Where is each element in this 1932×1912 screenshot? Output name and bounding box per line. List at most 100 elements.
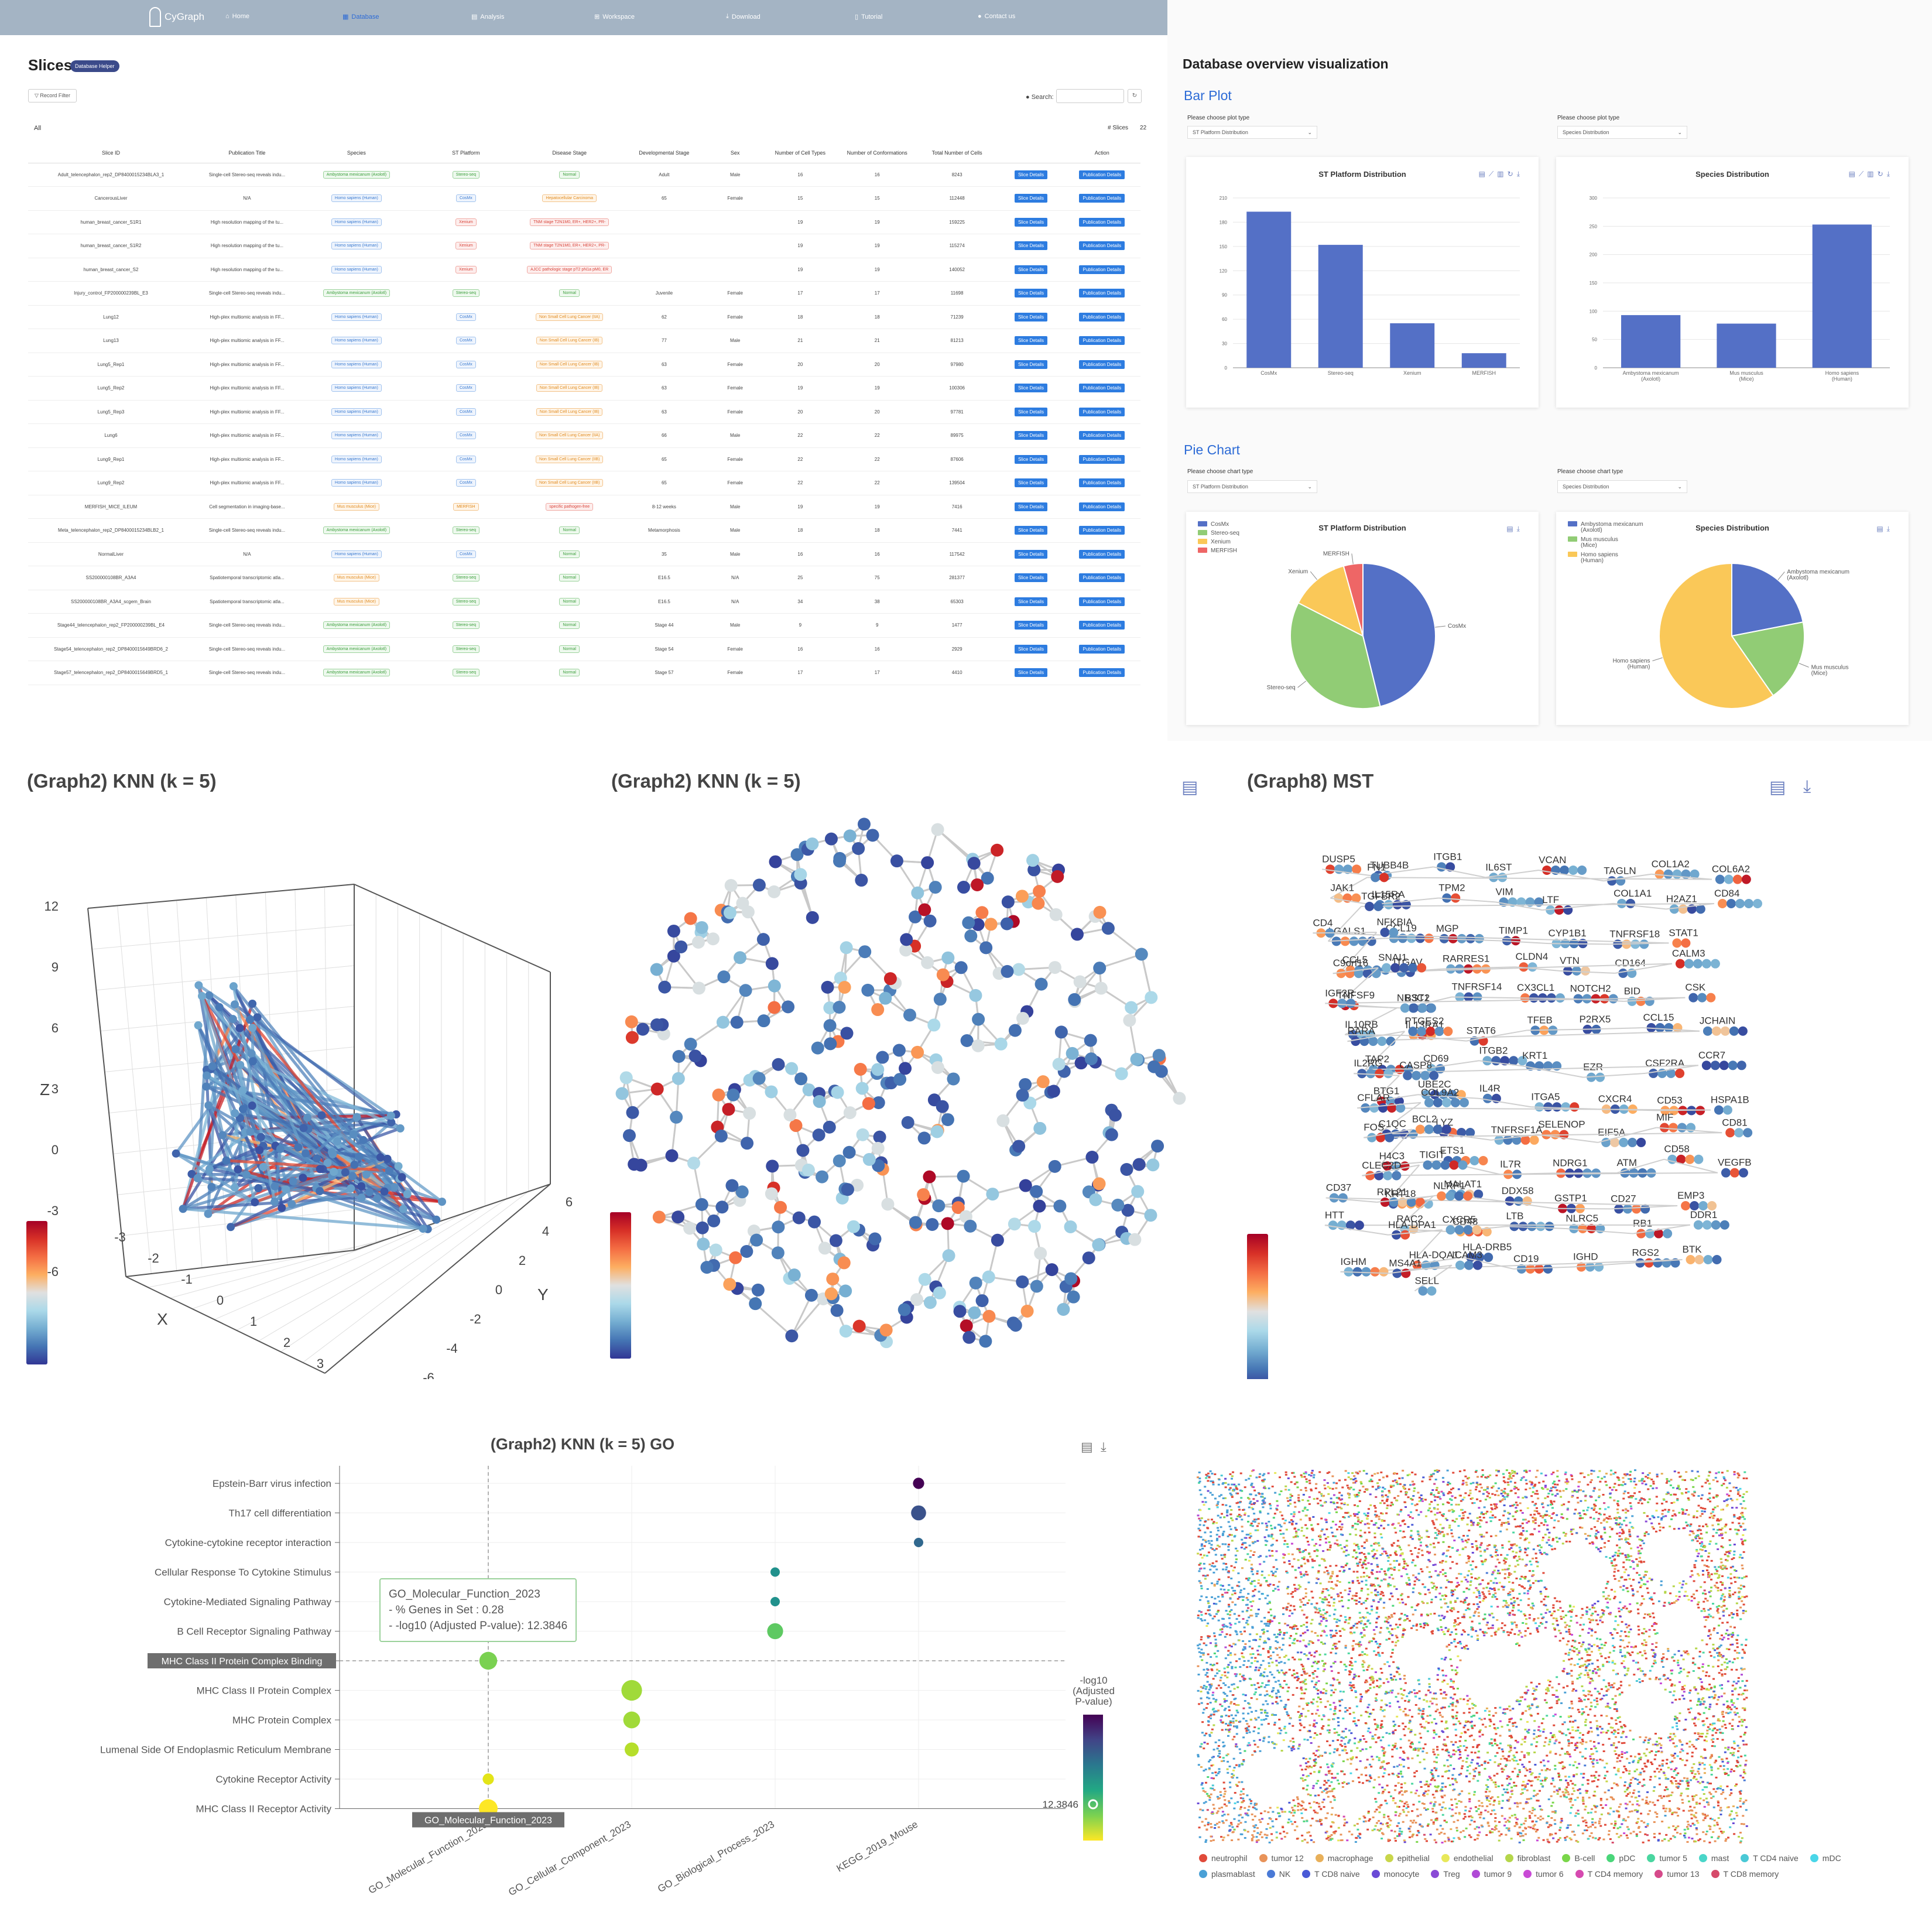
slice-details-button[interactable]: Slice Details	[1014, 170, 1047, 179]
publication-details-button[interactable]: Publication Details	[1079, 241, 1125, 251]
chart-type-select-1[interactable]: ST Platform Distribution ⌄	[1187, 480, 1317, 493]
publication-details-button[interactable]: Publication Details	[1079, 597, 1125, 606]
slice-details-button[interactable]: Slice Details	[1014, 549, 1047, 559]
column-header[interactable]: Number of Conformations	[838, 143, 916, 163]
column-header[interactable]: Total Number of Cells	[915, 143, 999, 163]
publication-details-button[interactable]: Publication Details	[1079, 668, 1125, 678]
table-row[interactable]: Lung6 High-plex multiomic analysis in FF.…	[28, 423, 1140, 448]
slice-details-button[interactable]: Slice Details	[1014, 217, 1047, 227]
table-row[interactable]: Stage44_telencephalon_rep2_FP200000239BL…	[28, 613, 1140, 638]
column-header[interactable]: Publication Title	[193, 143, 300, 163]
nav-item-download[interactable]: ⤓ Download	[726, 13, 761, 20]
table-row[interactable]: human_breast_cancer_S2 High resolution ma…	[28, 258, 1140, 282]
table-row[interactable]: NormalLiver N/A Homo sapiens (Human) CosMx N…	[28, 542, 1140, 566]
publication-details-button[interactable]: Publication Details	[1079, 194, 1125, 203]
table-row[interactable]: Lung13 High-plex multiomic analysis in FF…	[28, 329, 1140, 353]
plot-type-select-2[interactable]: Species Distribution ⌄	[1557, 126, 1687, 139]
plot-type-select-1[interactable]: ST Platform Distribution ⌄	[1187, 126, 1317, 139]
nav-item-contact-us[interactable]: ● Contact us	[978, 13, 1015, 20]
slice-details-button[interactable]: Slice Details	[1014, 573, 1047, 583]
slice-details-button[interactable]: Slice Details	[1014, 526, 1047, 535]
slice-details-button[interactable]: Slice Details	[1014, 289, 1047, 298]
column-header[interactable]	[998, 143, 1064, 163]
chart-toolbar-icons[interactable]: ▤⟋▥↻⤓	[1848, 170, 1893, 178]
table-row[interactable]: CancerousLiver N/A Homo sapiens (Human) Cos…	[28, 186, 1140, 211]
publication-details-button[interactable]: Publication Details	[1079, 265, 1125, 274]
slice-details-button[interactable]: Slice Details	[1014, 336, 1047, 346]
nav-item-tutorial[interactable]: ▯ Tutorial	[855, 13, 882, 21]
slice-details-button[interactable]: Slice Details	[1014, 621, 1047, 630]
column-header[interactable]: Number of Cell Types	[762, 143, 839, 163]
nav-item-workspace[interactable]: ⊞ Workspace	[594, 13, 635, 21]
publication-details-button[interactable]: Publication Details	[1079, 384, 1125, 393]
slice-details-button[interactable]: Slice Details	[1014, 644, 1047, 654]
slice-details-button[interactable]: Slice Details	[1014, 312, 1047, 321]
publication-details-button[interactable]: Publication Details	[1079, 454, 1125, 464]
nav-item-home[interactable]: ⌂ Home	[225, 13, 249, 20]
go-download-icon[interactable]: ⤓	[1101, 1439, 1107, 1454]
publication-details-button[interactable]: Publication Details	[1079, 573, 1125, 583]
publication-details-button[interactable]: Publication Details	[1079, 502, 1125, 511]
all-filter-label[interactable]: All	[34, 125, 42, 132]
table-row[interactable]: Stage54_telencephalon_rep2_DP8400015649B…	[28, 637, 1140, 661]
slice-details-button[interactable]: Slice Details	[1014, 407, 1047, 416]
search-input[interactable]	[1056, 89, 1124, 103]
chart-toolbar-icons[interactable]: ▤⟋▥↻⤓	[1478, 170, 1523, 178]
slice-details-button[interactable]: Slice Details	[1014, 265, 1047, 274]
publication-details-button[interactable]: Publication Details	[1079, 312, 1125, 321]
table-row[interactable]: SS200000108BR_A3A4 Spatiotemporal transcr…	[28, 566, 1140, 590]
slice-details-button[interactable]: Slice Details	[1014, 431, 1047, 440]
table-row[interactable]: Lung9_Rep1 High-plex multiomic analysis i…	[28, 447, 1140, 471]
spatial-cell-map[interactable]	[1165, 1379, 1932, 1912]
brand[interactable]: CyGraph	[149, 7, 204, 27]
table-row[interactable]: Adult_telencephalon_rep2_DP8400015234BLA…	[28, 163, 1140, 187]
column-header[interactable]: Developmental Stage	[619, 143, 709, 163]
refresh-icon[interactable]: ↻	[1128, 89, 1142, 103]
document-icon[interactable]: ▤	[1769, 778, 1786, 797]
slice-details-button[interactable]: Slice Details	[1014, 597, 1047, 606]
table-row[interactable]: Meta_telencephalon_rep2_DP8400015234BLB2…	[28, 518, 1140, 543]
record-filter-button[interactable]: ▽ Record Filter	[28, 89, 77, 102]
publication-details-button[interactable]: Publication Details	[1079, 431, 1125, 440]
publication-details-button[interactable]: Publication Details	[1079, 478, 1125, 488]
column-header[interactable]: ST Platform	[412, 143, 519, 163]
table-row[interactable]: Lung9_Rep2 High-plex multiomic analysis i…	[28, 471, 1140, 495]
slice-details-button[interactable]: Slice Details	[1014, 194, 1047, 203]
slice-details-button[interactable]: Slice Details	[1014, 384, 1047, 393]
publication-details-button[interactable]: Publication Details	[1079, 549, 1125, 559]
slice-details-button[interactable]: Slice Details	[1014, 360, 1047, 369]
knn-document-icon[interactable]: ▤	[1181, 778, 1198, 797]
slice-details-button[interactable]: Slice Details	[1014, 668, 1047, 678]
column-header[interactable]: Action	[1063, 143, 1140, 163]
publication-details-button[interactable]: Publication Details	[1079, 526, 1125, 535]
column-header[interactable]: Species	[300, 143, 413, 163]
chart-toolbar-icons[interactable]: ▤⤓	[1876, 525, 1893, 533]
publication-details-button[interactable]: Publication Details	[1079, 621, 1125, 630]
publication-details-button[interactable]: Publication Details	[1079, 170, 1125, 179]
column-header[interactable]: Disease Stage	[519, 143, 620, 163]
publication-details-button[interactable]: Publication Details	[1079, 644, 1125, 654]
table-row[interactable]: Lung5_Rep2 High-plex multiomic analysis i…	[28, 376, 1140, 401]
publication-details-button[interactable]: Publication Details	[1079, 407, 1125, 416]
go-document-icon[interactable]: ▤	[1081, 1439, 1093, 1454]
download-icon[interactable]: ⤓	[1803, 777, 1811, 796]
database-helper-button[interactable]: Database Helper	[70, 60, 119, 72]
chart-toolbar-icons[interactable]: ▤⤓	[1506, 525, 1523, 533]
publication-details-button[interactable]: Publication Details	[1079, 289, 1125, 298]
table-row[interactable]: MERFISH_MICE_ILEUM Cell segmentation in i…	[28, 495, 1140, 519]
table-row[interactable]: Stage57_telencephalon_rep2_DP8400015649B…	[28, 661, 1140, 685]
publication-details-button[interactable]: Publication Details	[1079, 336, 1125, 346]
knn-graph-canvas[interactable]	[585, 741, 1218, 1379]
publication-details-button[interactable]: Publication Details	[1079, 217, 1125, 227]
chart-type-select-2[interactable]: Species Distribution ⌄	[1557, 480, 1687, 493]
table-row[interactable]: Injury_control_FP200000239BL_E3 Single-ce…	[28, 281, 1140, 306]
slice-details-button[interactable]: Slice Details	[1014, 502, 1047, 511]
table-row[interactable]: Lung12 High-plex multiomic analysis in FF…	[28, 305, 1140, 329]
table-row[interactable]: SS200000108BR_A3A4_scgem_Brain Spatiotemp…	[28, 590, 1140, 614]
column-header[interactable]: Sex	[708, 143, 762, 163]
nav-item-analysis[interactable]: ▤ Analysis	[471, 13, 504, 21]
slice-details-button[interactable]: Slice Details	[1014, 454, 1047, 464]
slice-details-button[interactable]: Slice Details	[1014, 478, 1047, 488]
